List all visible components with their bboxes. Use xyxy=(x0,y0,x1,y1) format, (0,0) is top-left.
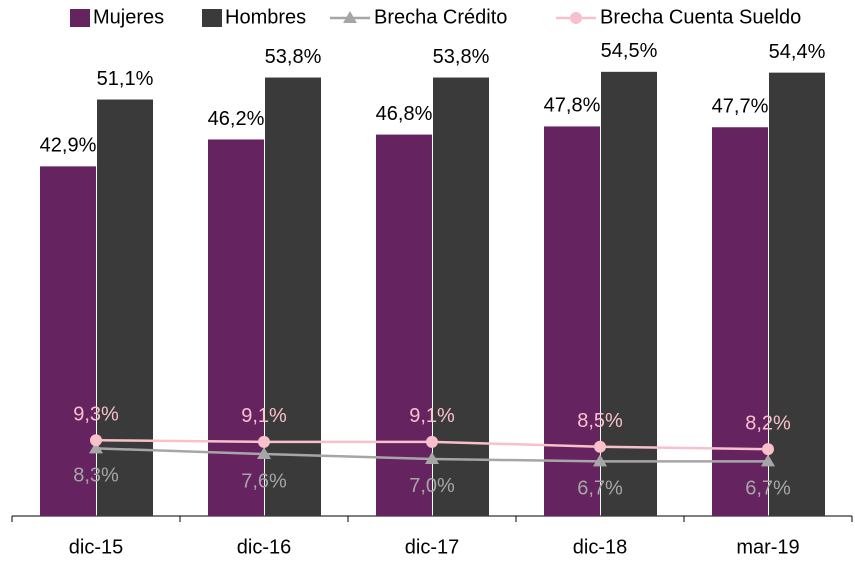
bar-value-label: 47,8% xyxy=(544,95,601,117)
line-marker xyxy=(761,454,775,467)
legend-marker xyxy=(343,11,357,23)
line-value-label: 7,0% xyxy=(409,475,455,497)
legend-marker xyxy=(570,12,582,24)
line-marker xyxy=(426,435,438,448)
bar-value-label: 54,4% xyxy=(769,41,826,63)
line-value-label: 8,2% xyxy=(745,412,791,434)
line-value-label: 9,3% xyxy=(73,403,119,425)
x-tick-label: dic-16 xyxy=(237,536,291,558)
x-tick-label: dic-18 xyxy=(573,536,627,558)
line-value-label: 9,1% xyxy=(409,405,455,427)
bar xyxy=(433,77,489,516)
bar-value-label: 47,7% xyxy=(712,96,769,118)
bar xyxy=(376,134,432,516)
bar xyxy=(97,99,153,516)
line-marker xyxy=(594,440,606,453)
legend-swatch xyxy=(202,9,222,27)
legend-label: Brecha Cuenta Sueldo xyxy=(600,6,801,28)
line-value-label: 6,7% xyxy=(745,478,791,500)
x-tick-label: dic-17 xyxy=(405,536,459,558)
bar xyxy=(712,127,768,517)
x-tick-label: mar-19 xyxy=(736,536,799,558)
bar-value-label: 46,8% xyxy=(376,103,433,125)
bar-value-label: 54,5% xyxy=(601,40,658,62)
line-marker xyxy=(258,435,270,448)
bar xyxy=(208,139,264,516)
line-marker xyxy=(593,454,607,467)
line-value-label: 8,3% xyxy=(73,465,119,487)
bar xyxy=(769,72,825,516)
bar xyxy=(40,166,96,517)
line-marker xyxy=(90,434,102,447)
bar-value-label: 53,8% xyxy=(265,46,322,68)
line-value-label: 9,1% xyxy=(241,405,287,427)
line-marker xyxy=(257,447,271,460)
bar xyxy=(544,126,600,517)
line-marker xyxy=(762,443,774,456)
line-marker xyxy=(89,441,103,454)
line-value-label: 7,6% xyxy=(241,470,287,492)
legend-label: Brecha Crédito xyxy=(374,6,507,28)
legend-label: Mujeres xyxy=(93,6,164,28)
line-value-label: 6,7% xyxy=(577,478,623,500)
bar xyxy=(601,71,657,516)
bar xyxy=(265,77,321,516)
legend-swatch xyxy=(70,9,90,27)
line-value-label: 8,5% xyxy=(577,410,623,432)
bar-value-label: 46,2% xyxy=(208,108,265,130)
bar-value-label: 42,9% xyxy=(40,135,97,157)
bar-value-label: 51,1% xyxy=(97,68,154,90)
bar-value-label: 53,8% xyxy=(433,46,490,68)
line-marker xyxy=(425,451,439,464)
x-tick-label: dic-15 xyxy=(69,536,123,558)
legend-label: Hombres xyxy=(225,6,306,28)
